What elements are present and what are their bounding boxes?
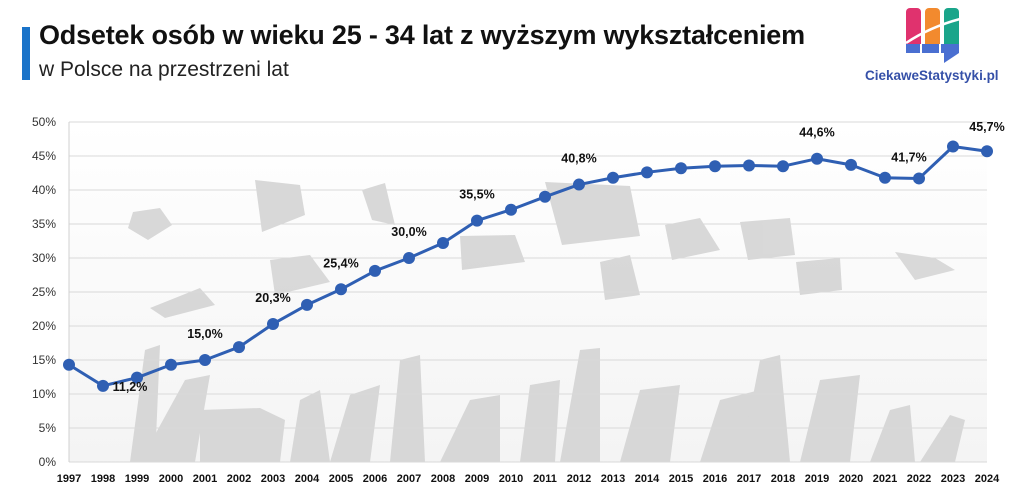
data-point [403, 252, 415, 264]
data-point [199, 354, 211, 366]
x-tick-label: 2006 [363, 473, 387, 485]
y-tick-label: 40% [32, 183, 56, 197]
y-tick-label: 50% [32, 115, 56, 129]
x-tick-label: 2018 [771, 473, 795, 485]
x-tick-label: 1997 [57, 473, 81, 485]
x-tick-label: 2012 [567, 473, 591, 485]
y-tick-label: 30% [32, 251, 56, 265]
data-point [233, 341, 245, 354]
x-tick-label: 2021 [873, 473, 897, 485]
x-tick-label: 2002 [227, 473, 251, 485]
data-label: 15,0% [187, 327, 222, 341]
data-label: 40,8% [561, 152, 596, 166]
data-label: 41,7% [891, 150, 926, 164]
y-tick-label: 20% [32, 319, 56, 333]
y-tick-label: 45% [32, 149, 56, 163]
x-tick-label: 2011 [533, 473, 557, 485]
data-point [471, 214, 483, 227]
data-point [301, 298, 313, 311]
x-tick-label: 1999 [125, 473, 149, 485]
data-point [811, 152, 823, 165]
chart-title: Odsetek osób w wieku 25 - 34 lat z wyższ… [39, 20, 805, 50]
x-tick-label: 1998 [91, 473, 115, 485]
data-point [573, 178, 585, 191]
data-label: 30,0% [391, 225, 426, 239]
data-point [165, 358, 177, 371]
data-label: 44,6% [799, 126, 834, 140]
data-point [63, 358, 75, 371]
data-point [675, 162, 687, 175]
data-point [913, 172, 925, 185]
data-point [709, 160, 721, 173]
data-labels: 11,2% 15,0% 20,3% 25,4% 30,0% 35,5% 40,8% 44,6%… [113, 120, 1005, 394]
data-point [641, 166, 653, 179]
y-tick-label: 15% [32, 353, 56, 367]
data-label: 35,5% [459, 188, 494, 202]
x-tick-label: 2020 [839, 473, 863, 485]
x-tick-label: 2009 [465, 473, 489, 485]
x-tick-label: 2023 [941, 473, 965, 485]
y-tick-label: 5% [39, 421, 57, 435]
data-point [369, 264, 381, 277]
y-tick-label: 35% [32, 217, 56, 231]
x-tick-label: 2017 [737, 473, 761, 485]
data-point [743, 159, 755, 172]
data-point [437, 237, 449, 250]
y-tick-label: 0% [39, 455, 57, 469]
data-point [505, 203, 517, 216]
data-point [335, 283, 347, 296]
data-point [777, 160, 789, 173]
data-point [607, 171, 619, 184]
x-tick-label: 2022 [907, 473, 931, 485]
data-label: 20,3% [255, 291, 290, 305]
data-point [879, 171, 891, 184]
y-tick-label: 10% [32, 387, 56, 401]
data-point [981, 145, 993, 158]
x-tick-label: 2000 [159, 473, 183, 485]
data-label: 25,4% [323, 256, 358, 270]
logo-text: CiekaweStatystyki.pl [865, 68, 999, 83]
y-tick-label: 25% [32, 285, 56, 299]
data-point [97, 379, 109, 392]
x-tick-label: 2016 [703, 473, 727, 485]
x-tick-label: 2008 [431, 473, 455, 485]
title-accent-bar [22, 27, 30, 80]
data-label: 45,7% [969, 120, 1004, 134]
data-point [947, 140, 959, 153]
x-axis: 1997 1998 1999 2000 2001 2002 2003 2004 2005 2006… [57, 473, 1000, 485]
gridlines [69, 121, 987, 463]
y-axis: 0% 5% 10% 15% 20% 25% 30% 35% 40% 45% 50% [32, 115, 70, 469]
x-tick-label: 2007 [397, 473, 421, 485]
data-markers [63, 140, 993, 392]
data-line [68, 144, 988, 388]
graduation-silhouettes-decoration [128, 180, 965, 462]
x-tick-label: 2005 [329, 473, 353, 485]
x-tick-label: 2019 [805, 473, 829, 485]
logo-icon [905, 8, 961, 63]
data-point [539, 190, 551, 203]
data-point [845, 158, 857, 171]
data-label: 11,2% [113, 380, 148, 394]
x-tick-label: 2013 [601, 473, 625, 485]
chart-subtitle: w Polsce na przestrzeni lat [39, 58, 289, 81]
x-tick-label: 2010 [499, 473, 523, 485]
x-tick-label: 2015 [669, 473, 693, 485]
x-tick-label: 2001 [193, 473, 217, 485]
x-tick-label: 2014 [635, 473, 660, 485]
data-point [131, 371, 143, 384]
x-tick-label: 2003 [261, 473, 285, 485]
data-point [267, 317, 279, 330]
x-tick-label: 2004 [295, 473, 320, 485]
x-tick-label: 2024 [975, 473, 1000, 485]
